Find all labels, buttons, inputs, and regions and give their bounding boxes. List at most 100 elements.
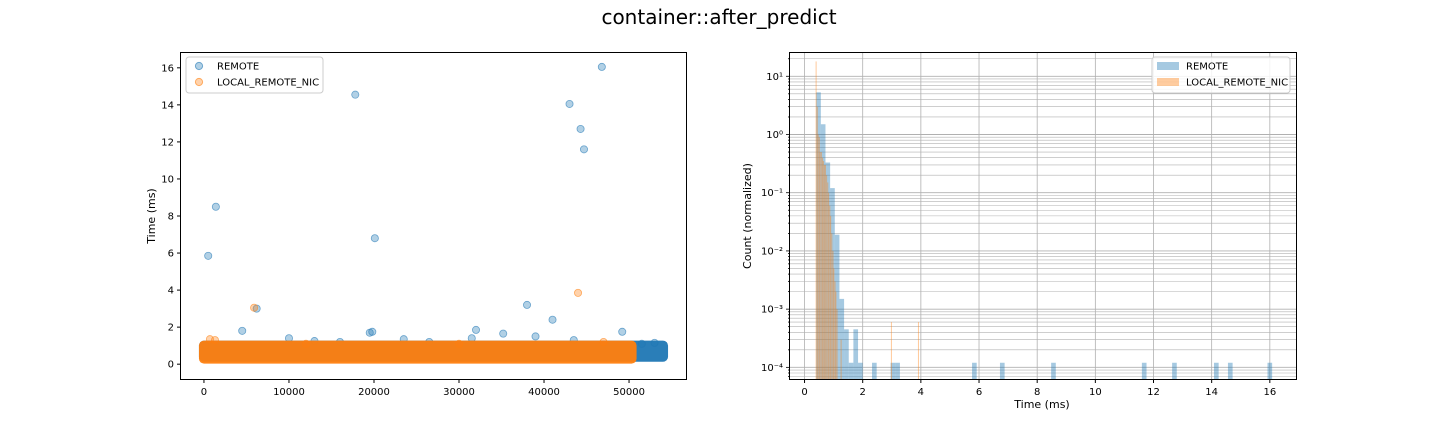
histogram-x-tick-label: 12 xyxy=(1147,387,1160,398)
histogram-x-tick-label: 2 xyxy=(860,387,866,398)
scatter-legend-label: LOCAL_REMOTE_NIC xyxy=(217,78,319,89)
histogram-plot-area xyxy=(815,61,1273,380)
histogram-bar xyxy=(1227,362,1233,379)
histogram-bar xyxy=(829,205,831,379)
scatter-legend-marker xyxy=(194,61,204,71)
histogram-bar xyxy=(1213,362,1219,379)
histogram-x-tick-label: 4 xyxy=(918,387,924,398)
histogram-series-local-remote-nic xyxy=(815,61,920,380)
scatter-y-tick-label: 0 xyxy=(168,360,174,371)
scatter-point xyxy=(618,327,627,336)
scatter-point xyxy=(576,124,585,133)
histogram-legend-swatch xyxy=(1157,78,1179,86)
histogram-legend-label: REMOTE xyxy=(1186,62,1228,73)
histogram-y-tick-label: 10⁻² xyxy=(761,246,783,257)
scatter-point xyxy=(597,62,606,71)
scatter-series-local-remote-nic xyxy=(198,288,637,364)
scatter-y-tick-label: 8 xyxy=(168,212,174,223)
histogram-bar xyxy=(827,182,829,379)
histogram-bar xyxy=(817,134,819,379)
histogram-bar xyxy=(844,329,849,379)
histogram-bar xyxy=(824,164,826,379)
scatter-point xyxy=(204,251,213,260)
scatter-x-tick-label: 50000 xyxy=(613,387,645,398)
scatter-point xyxy=(579,145,588,154)
scatter-x-tick-label: 40000 xyxy=(528,387,560,398)
scatter-plot-area xyxy=(198,62,669,364)
scatter-point xyxy=(238,326,247,335)
scatter-y-tick-label: 4 xyxy=(168,286,174,297)
scatter-point xyxy=(574,288,583,297)
scatter-axes-frame xyxy=(180,52,687,380)
histogram-legend-label: LOCAL_REMOTE_NIC xyxy=(1186,78,1288,89)
scatter-y-tick-label: 16 xyxy=(161,63,174,74)
scatter-point xyxy=(211,202,220,211)
scatter-point xyxy=(301,339,310,348)
histogram-bar xyxy=(824,164,826,379)
histogram-bar xyxy=(839,298,845,379)
histogram-bar xyxy=(819,152,821,379)
histogram-y-axis-label: Count (normalized) xyxy=(741,163,754,269)
histogram-bar xyxy=(826,175,828,379)
histogram-x-axis-label: Time (ms) xyxy=(1013,398,1069,411)
histogram-bar xyxy=(895,362,900,379)
histogram-bar xyxy=(999,362,1005,379)
scatter-x-tick-label: 0 xyxy=(201,387,207,398)
scatter-chart: 0 10000 20000 30000 40000 500000246810121416 … xyxy=(145,52,687,398)
scatter-point xyxy=(650,338,659,347)
histogram-bar xyxy=(1051,362,1056,379)
histogram-bar xyxy=(836,309,838,379)
histogram-x-tick-label: 8 xyxy=(1034,387,1040,398)
histogram-y-tick-label: 10⁻¹ xyxy=(761,188,783,199)
scatter-dense-band xyxy=(198,340,637,364)
scatter-point xyxy=(455,339,464,348)
histogram-chart: 0 2 4 6 8 10 12 14 16 10⁻⁴ 10⁻³ 10⁻² 10⁻¹ 10⁰ 10¹ Time… xyxy=(741,52,1297,411)
scatter-legend-label: REMOTE xyxy=(217,62,259,73)
histogram-bar xyxy=(820,124,826,380)
histogram-axes: 0 2 4 6 8 10 12 14 16 10⁻⁴ 10⁻³ 10⁻² 10⁻¹ 10⁰ 10¹ xyxy=(761,58,1276,398)
histogram-bar xyxy=(815,61,817,380)
scatter-point xyxy=(523,300,532,309)
scatter-x-tick-label: 30000 xyxy=(443,387,475,398)
histogram-bar xyxy=(872,362,877,379)
scatter-axes: 0 10000 20000 30000 40000 50000 0 2 4 6 8 10 12 14 16 xyxy=(161,63,645,398)
histogram-bar xyxy=(822,161,824,379)
histogram-bar xyxy=(816,92,821,380)
histogram-bar xyxy=(858,362,863,379)
histogram-x-tick-label: 0 xyxy=(801,387,807,398)
scatter-x-tick-label: 20000 xyxy=(358,387,390,398)
histogram-legend-swatch xyxy=(1157,62,1179,70)
histogram-bar xyxy=(835,291,837,379)
scatter-y-tick-label: 12 xyxy=(161,137,174,148)
histogram-bar xyxy=(820,152,822,379)
histogram-bar xyxy=(828,192,830,379)
histogram-x-tick-label: 10 xyxy=(1089,387,1102,398)
scatter-legend-box xyxy=(185,56,324,94)
scatter-y-tick-label: 2 xyxy=(168,323,174,334)
histogram-x-tick-label: 16 xyxy=(1263,387,1276,398)
scatter-point xyxy=(250,303,259,312)
histogram-bar xyxy=(917,322,920,379)
histogram-series-remote xyxy=(816,92,1273,380)
histogram-legend-box xyxy=(1151,56,1291,94)
histogram-bar xyxy=(831,233,833,379)
histogram-y-tick-label: 10⁻³ xyxy=(761,305,783,316)
scatter-legend: REMOTE LOCAL_REMOTE_NIC xyxy=(185,56,324,94)
scatter-point xyxy=(370,234,379,243)
scatter-series-remote xyxy=(198,62,669,362)
histogram-bar xyxy=(830,188,835,379)
histogram-bar xyxy=(853,329,859,379)
histogram-x-tick-label: 6 xyxy=(976,387,982,398)
histogram-bar xyxy=(1267,362,1273,379)
histogram-grid xyxy=(790,53,1296,379)
scatter-point xyxy=(548,315,557,324)
scatter-point xyxy=(368,327,377,336)
scatter-point xyxy=(499,329,508,338)
scatter-point xyxy=(472,325,481,334)
histogram-bar xyxy=(816,106,818,379)
histogram-bar xyxy=(834,281,836,379)
histogram-x-tick-label: 14 xyxy=(1205,387,1218,398)
histogram-bar xyxy=(972,362,977,379)
scatter-point xyxy=(565,99,574,108)
